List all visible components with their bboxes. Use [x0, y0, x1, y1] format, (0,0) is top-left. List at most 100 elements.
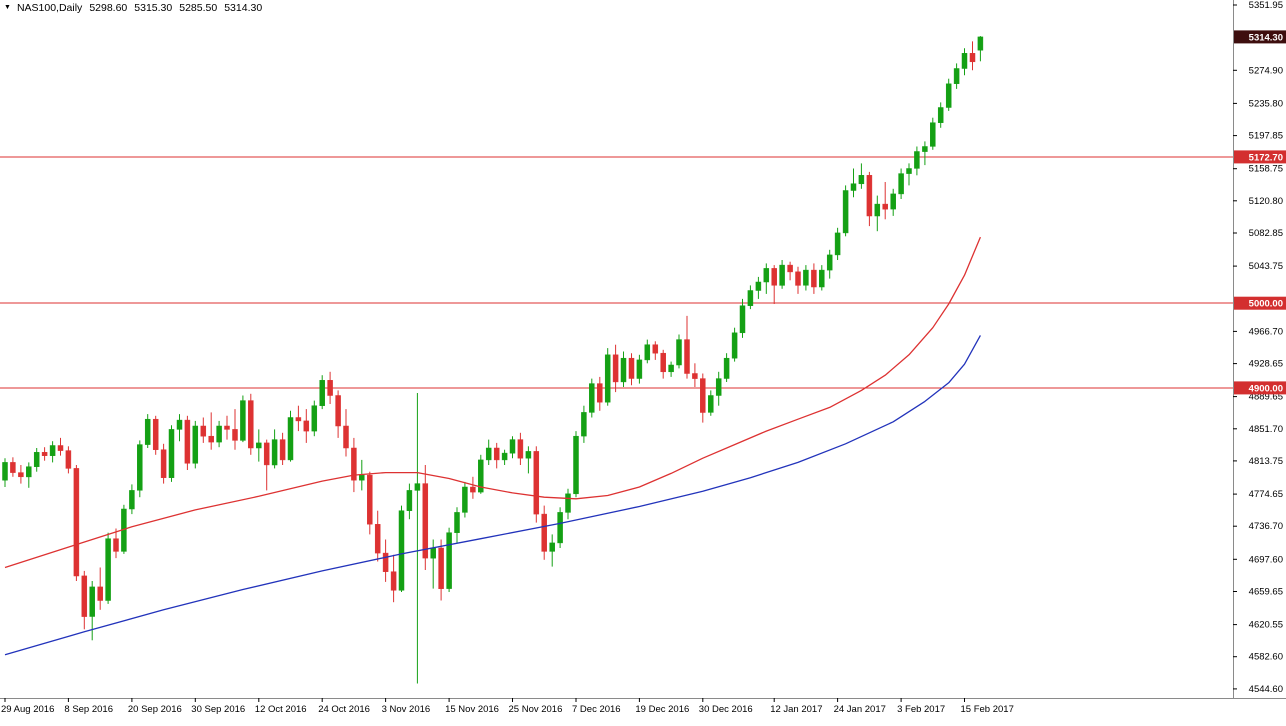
candle-body [478, 459, 484, 493]
candle-body [819, 269, 825, 288]
candle-body [636, 359, 643, 379]
candle-body [216, 425, 222, 443]
legend-high-value: 5315.30 [134, 2, 173, 14]
candle-body [795, 271, 801, 286]
candle-body [422, 483, 429, 559]
candle-body [668, 364, 674, 373]
x-axis-tick-label: 7 Dec 2016 [572, 704, 621, 715]
x-axis-tick-label: 25 Nov 2016 [509, 704, 563, 715]
candle-body [652, 344, 659, 354]
candle-body [597, 383, 603, 403]
y-axis-tick-label: 4620.55 [1249, 620, 1283, 631]
candle-body [224, 425, 230, 430]
candle-body [319, 380, 325, 406]
candle-body [620, 357, 627, 383]
x-axis[interactable]: 29 Aug 2016 8 Sep 2016 20 Sep 2016 30 Sep 2… [1, 698, 1014, 715]
level-price-marker-label: 5000.00 [1249, 299, 1283, 310]
x-axis-tick-label: 20 Sep 2016 [128, 704, 182, 715]
candle-body [684, 339, 690, 374]
y-axis-tick-label: 4928.65 [1249, 359, 1283, 370]
candle-body [747, 290, 754, 306]
x-axis-tick-label: 3 Nov 2016 [382, 704, 431, 715]
candle-body [739, 305, 746, 334]
legend-close-value: 5314.30 [224, 2, 263, 14]
y-axis-tick-label: 5043.75 [1249, 261, 1283, 272]
candle-body [359, 474, 365, 481]
candle-body [89, 586, 95, 617]
y-axis-tick-label: 4889.65 [1249, 392, 1283, 403]
candle-body [18, 472, 24, 478]
x-axis-tick-label: 29 Aug 2016 [1, 704, 54, 715]
candle-body [763, 268, 770, 283]
x-axis-tick-label: 12 Jan 2017 [770, 704, 822, 715]
y-axis[interactable]: 5351.95 5274.90 5235.80 5197.85 5158.75 5120.… [1233, 0, 1286, 695]
chart-legend: ▼ NAS100,Daily 5298.60 5315.30 5285.50 5… [4, 2, 262, 14]
legend-open-value: 5298.60 [89, 2, 128, 14]
candle-body [398, 510, 405, 591]
candle-body [137, 444, 143, 491]
candle-body [937, 107, 944, 123]
candle-body [10, 462, 16, 473]
candle-body [977, 36, 984, 51]
level-price-marker [1234, 381, 1286, 395]
candle-body [557, 512, 563, 544]
x-axis-tick-label: 30 Sep 2016 [191, 704, 245, 715]
y-axis-tick-label: 5351.95 [1249, 0, 1283, 11]
candle-body [589, 383, 595, 413]
x-axis-tick-label: 19 Dec 2016 [635, 704, 689, 715]
candles-layer [2, 36, 984, 684]
candle-body [922, 146, 928, 152]
candle-body [295, 417, 302, 422]
candle-body [660, 352, 666, 373]
y-axis-tick-label: 4736.70 [1249, 521, 1283, 532]
y-axis-tick-label: 4813.75 [1249, 456, 1283, 467]
candle-body [105, 538, 111, 601]
candle-body [826, 254, 833, 271]
candle-body [232, 429, 238, 441]
y-axis-tick-label: 5197.85 [1249, 131, 1283, 142]
level-price-marker [1234, 150, 1286, 164]
candle-body [850, 183, 857, 191]
y-axis-tick-label: 5082.85 [1249, 228, 1283, 239]
candle-body [692, 373, 698, 379]
candle-body [192, 425, 199, 464]
candle-body [382, 552, 389, 572]
y-axis-tick-label: 5274.90 [1249, 65, 1283, 76]
candle-body [279, 439, 286, 461]
candle-body [501, 452, 508, 461]
candle-body [248, 400, 254, 449]
candle-body [335, 395, 341, 427]
candle-body [462, 486, 468, 513]
candle-body [866, 175, 873, 217]
candle-body [160, 449, 167, 478]
x-axis-tick-label: 24 Oct 2016 [318, 704, 370, 715]
candle-body [271, 439, 278, 466]
candle-body [390, 571, 397, 591]
candle-body [811, 269, 817, 288]
candle-body [882, 203, 888, 210]
candle-body [311, 405, 318, 432]
candle-body [930, 122, 936, 147]
candle-body [779, 264, 785, 286]
candle-body [208, 435, 214, 443]
candle-body [287, 417, 294, 461]
candle-body [485, 447, 492, 461]
candle-body [200, 425, 207, 437]
level-price-marker-label: 5172.70 [1249, 152, 1283, 163]
candle-body [723, 357, 730, 379]
candle-body [367, 474, 373, 525]
candle-body [517, 439, 524, 459]
candle-body [446, 532, 452, 589]
y-axis-tick-label: 4851.70 [1249, 424, 1283, 435]
candle-body [73, 468, 80, 577]
symbol-dropdown-icon[interactable]: ▼ [4, 4, 11, 11]
candle-body [676, 339, 682, 366]
candle-body [715, 378, 722, 396]
candle-body [438, 547, 444, 589]
candle-body [842, 190, 849, 234]
candle-body [152, 418, 159, 450]
level-lines [0, 156, 1233, 389]
candle-body [2, 462, 8, 481]
candle-body [874, 203, 881, 217]
